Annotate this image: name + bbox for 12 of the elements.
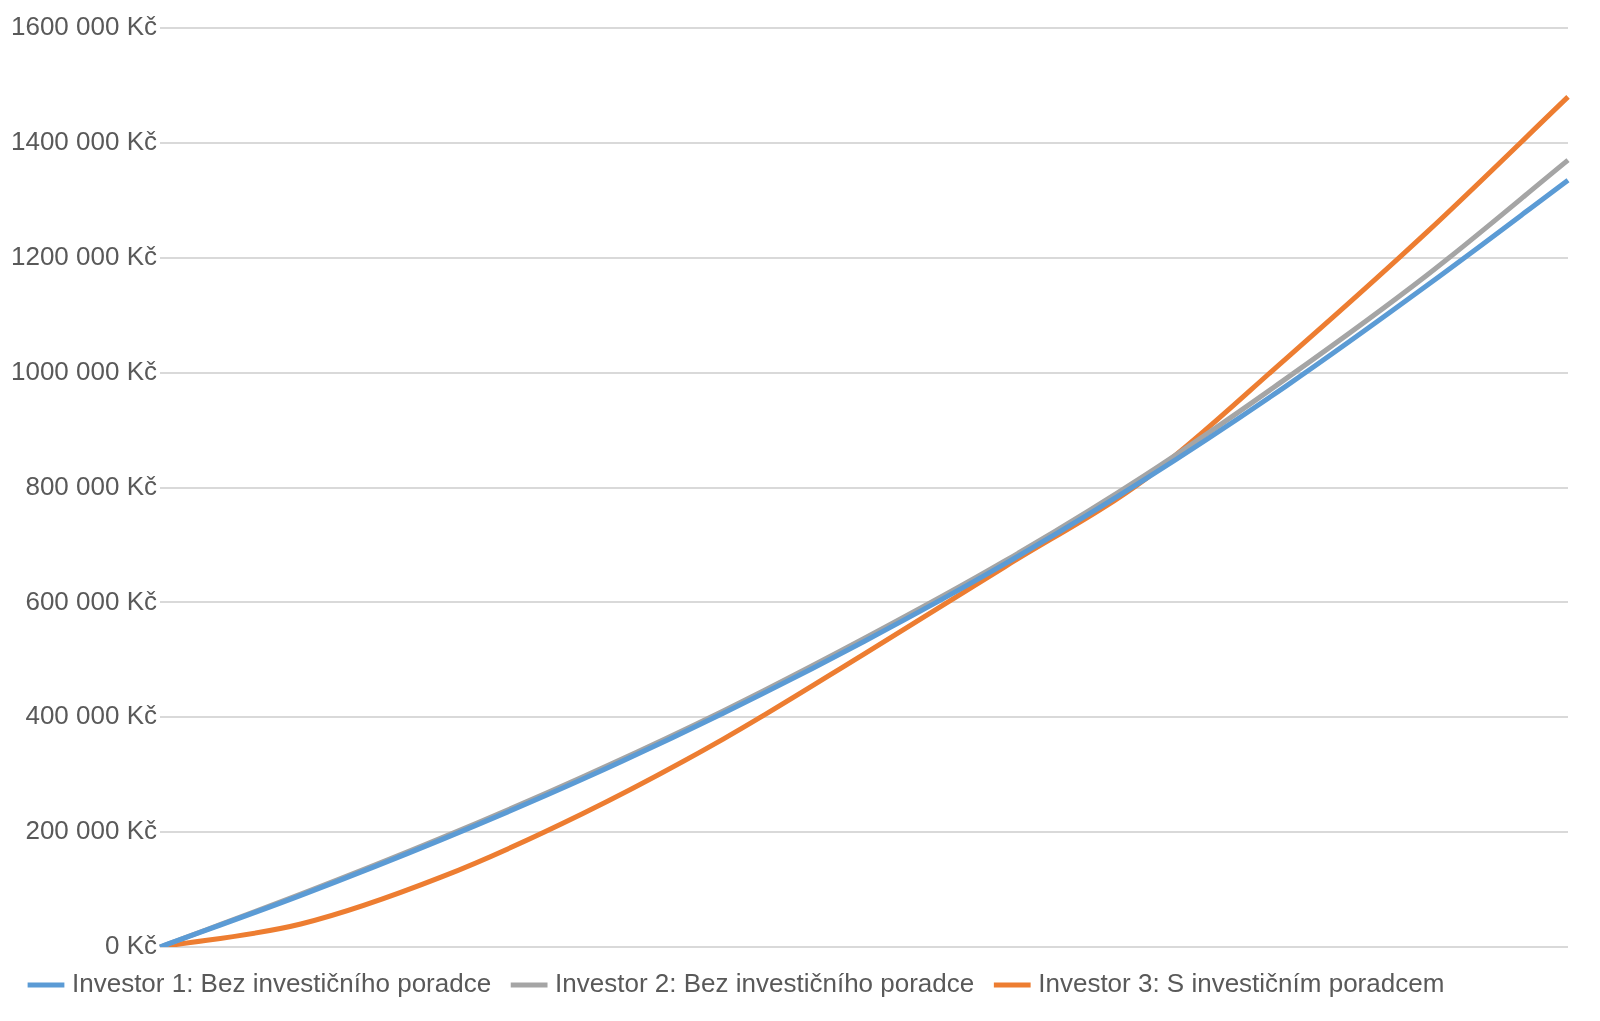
y-tick-label: 1400 000 Kč <box>10 126 158 157</box>
legend-label: Investor 2: Bez investičního poradce <box>555 968 975 999</box>
y-tick-label: 200 000 Kč <box>25 815 158 846</box>
y-tick-label: 1600 000 Kč <box>10 11 158 42</box>
y-tick-label: 1200 000 Kč <box>10 240 158 271</box>
legend-label: Investor 1: Bez investičního poradce <box>72 968 492 999</box>
y-tick-label: 600 000 Kč <box>25 585 158 616</box>
legend-label: Investor 3: S investičním poradcem <box>1038 968 1445 999</box>
y-tick-label: 800 000 Kč <box>25 470 158 501</box>
y-tick-label: 0 Kč <box>104 930 158 961</box>
y-tick-label: 400 000 Kč <box>25 700 158 731</box>
y-tick-label: 1000 000 Kč <box>10 355 158 386</box>
